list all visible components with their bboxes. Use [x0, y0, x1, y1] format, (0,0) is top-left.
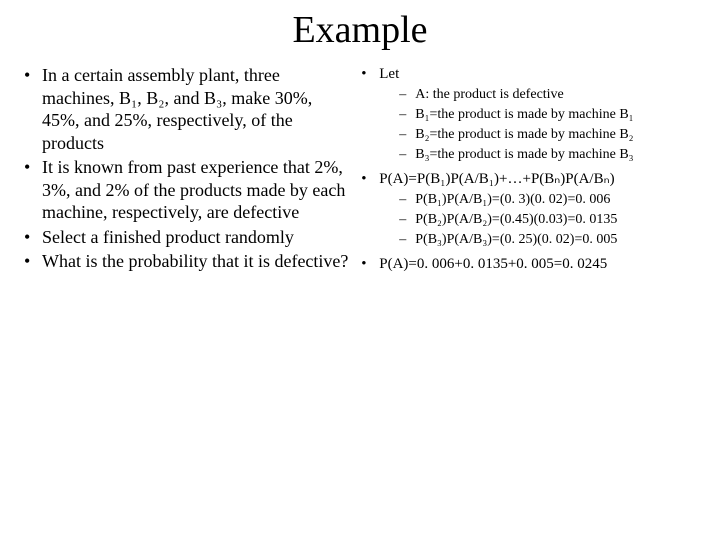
- let-sublist: A: the product is defective B₁=the produ…: [379, 86, 704, 165]
- left-bullet: It is known from past experience that 2%…: [24, 156, 353, 224]
- left-bullet-list: In a certain assembly plant, three machi…: [24, 64, 353, 273]
- let-item: B₃=the product is made by machine B₃: [399, 146, 704, 165]
- let-bullet: Let A: the product is defective B₁=the p…: [361, 64, 704, 165]
- calc-sublist: P(B₁)P(A/B₁)=(0. 3)(0. 02)=0. 006 P(B₂)P…: [379, 191, 704, 250]
- let-item: B₁=the product is made by machine B₁: [399, 106, 704, 125]
- content-columns: In a certain assembly plant, three machi…: [24, 64, 696, 276]
- slide: Example In a certain assembly plant, thr…: [0, 0, 720, 540]
- left-column: In a certain assembly plant, three machi…: [24, 64, 353, 276]
- slide-title: Example: [24, 8, 696, 52]
- right-bullet-list: Let A: the product is defective B₁=the p…: [361, 64, 704, 274]
- left-bullet: In a certain assembly plant, three machi…: [24, 64, 353, 154]
- calc-item: P(B₁)P(A/B₁)=(0. 3)(0. 02)=0. 006: [399, 191, 704, 210]
- calc-item: P(B₃)P(A/B₃)=(0. 25)(0. 02)=0. 005: [399, 231, 704, 250]
- calc-item: P(B₂)P(A/B₂)=(0.45)(0.03)=0. 0135: [399, 211, 704, 230]
- left-bullet: What is the probability that it is defec…: [24, 250, 353, 273]
- let-item: A: the product is defective: [399, 86, 704, 105]
- formula-bullet: P(A)=P(B₁)P(A/B₁)+…+P(Bₙ)P(A/Bₙ) P(B₁)P(…: [361, 169, 704, 250]
- result-bullet: P(A)=0. 006+0. 0135+0. 005=0. 0245: [361, 254, 704, 274]
- formula-text: P(A)=P(B₁)P(A/B₁)+…+P(Bₙ)P(A/Bₙ): [379, 171, 614, 187]
- right-column: Let A: the product is defective B₁=the p…: [361, 64, 704, 276]
- let-item: B₂=the product is made by machine B₂: [399, 126, 704, 145]
- left-bullet: Select a finished product randomly: [24, 226, 353, 249]
- let-label: Let: [379, 66, 399, 82]
